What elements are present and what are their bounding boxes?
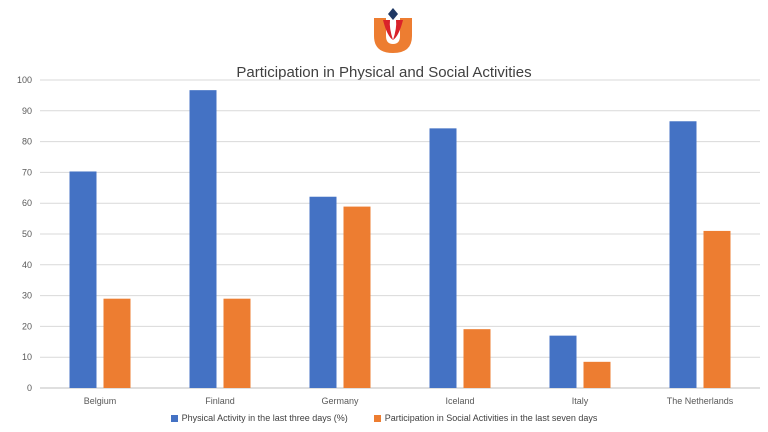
legend-item-2: Participation in Social Activities in th…	[373, 413, 598, 423]
x-tick-label: Iceland	[445, 396, 474, 406]
x-tick-label: Belgium	[84, 396, 117, 406]
logo-inner-petal-right	[393, 20, 403, 40]
y-tick-label: 0	[27, 383, 32, 393]
legend-swatch	[170, 414, 178, 422]
legend-swatch	[373, 414, 381, 422]
bars	[69, 90, 731, 388]
bar-germany-series-1	[309, 196, 337, 388]
bar-the-netherlands-series-1	[669, 121, 697, 388]
x-axis-labels: Belgium Finland Germany Iceland Italy The Net…	[84, 396, 734, 406]
x-tick-label: Germany	[321, 396, 359, 406]
x-tick-label: The Netherlands	[667, 396, 734, 406]
x-tick-label: Italy	[572, 396, 589, 406]
bar-germany-series-2	[343, 206, 371, 388]
gridlines	[40, 79, 760, 389]
y-tick-label: 30	[22, 291, 32, 301]
y-tick-label: 70	[22, 167, 32, 177]
legend: Physical Activity in the last three days…	[0, 413, 768, 423]
y-tick-label: 100	[17, 75, 32, 85]
bar-iceland-series-1	[429, 128, 457, 388]
y-tick-label: 80	[22, 137, 32, 147]
y-tick-label: 40	[22, 260, 32, 270]
bar-belgium-series-2	[103, 298, 131, 388]
x-tick-label: Finland	[205, 396, 235, 406]
logo-icon	[374, 8, 412, 53]
bar-the-netherlands-series-2	[703, 230, 731, 388]
logo-outer-cup	[374, 18, 412, 53]
y-tick-label: 20	[22, 321, 32, 331]
y-tick-label: 50	[22, 229, 32, 239]
bar-belgium-series-1	[69, 171, 97, 388]
y-axis-ticks: 0 10 20 30 40 50 60 70 80 90 100	[17, 75, 32, 393]
bar-finland-series-1	[189, 90, 217, 388]
y-tick-label: 90	[22, 106, 32, 116]
bar-italy-series-2	[583, 361, 611, 388]
bar-finland-series-2	[223, 298, 251, 388]
logo-inner-petal-left	[383, 20, 393, 40]
bar-iceland-series-2	[463, 329, 491, 388]
chart-title: Participation in Physical and Social Act…	[236, 64, 532, 81]
legend-item-1: Physical Activity in the last three days…	[170, 413, 348, 423]
y-tick-label: 10	[22, 352, 32, 362]
legend-label: Participation in Social Activities in th…	[384, 413, 598, 423]
logo-diamond	[388, 8, 398, 20]
legend-label: Physical Activity in the last three days…	[181, 413, 348, 423]
bar-italy-series-1	[549, 335, 577, 388]
y-tick-label: 60	[22, 198, 32, 208]
